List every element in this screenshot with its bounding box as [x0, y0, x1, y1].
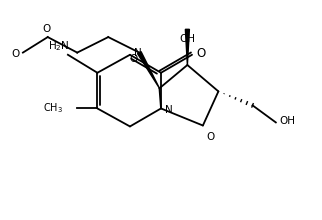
Polygon shape — [185, 29, 189, 65]
Text: CH$_3$: CH$_3$ — [43, 102, 63, 115]
Text: OH: OH — [279, 116, 295, 126]
Text: O: O — [42, 24, 50, 34]
Text: OH: OH — [179, 34, 195, 44]
Text: N: N — [134, 48, 141, 58]
Text: O: O — [129, 54, 138, 64]
Text: O: O — [197, 47, 206, 60]
Text: O: O — [12, 49, 20, 59]
Polygon shape — [137, 52, 159, 88]
Text: N: N — [165, 105, 173, 115]
Text: O: O — [206, 132, 214, 142]
Text: H$_2$N: H$_2$N — [48, 39, 70, 53]
